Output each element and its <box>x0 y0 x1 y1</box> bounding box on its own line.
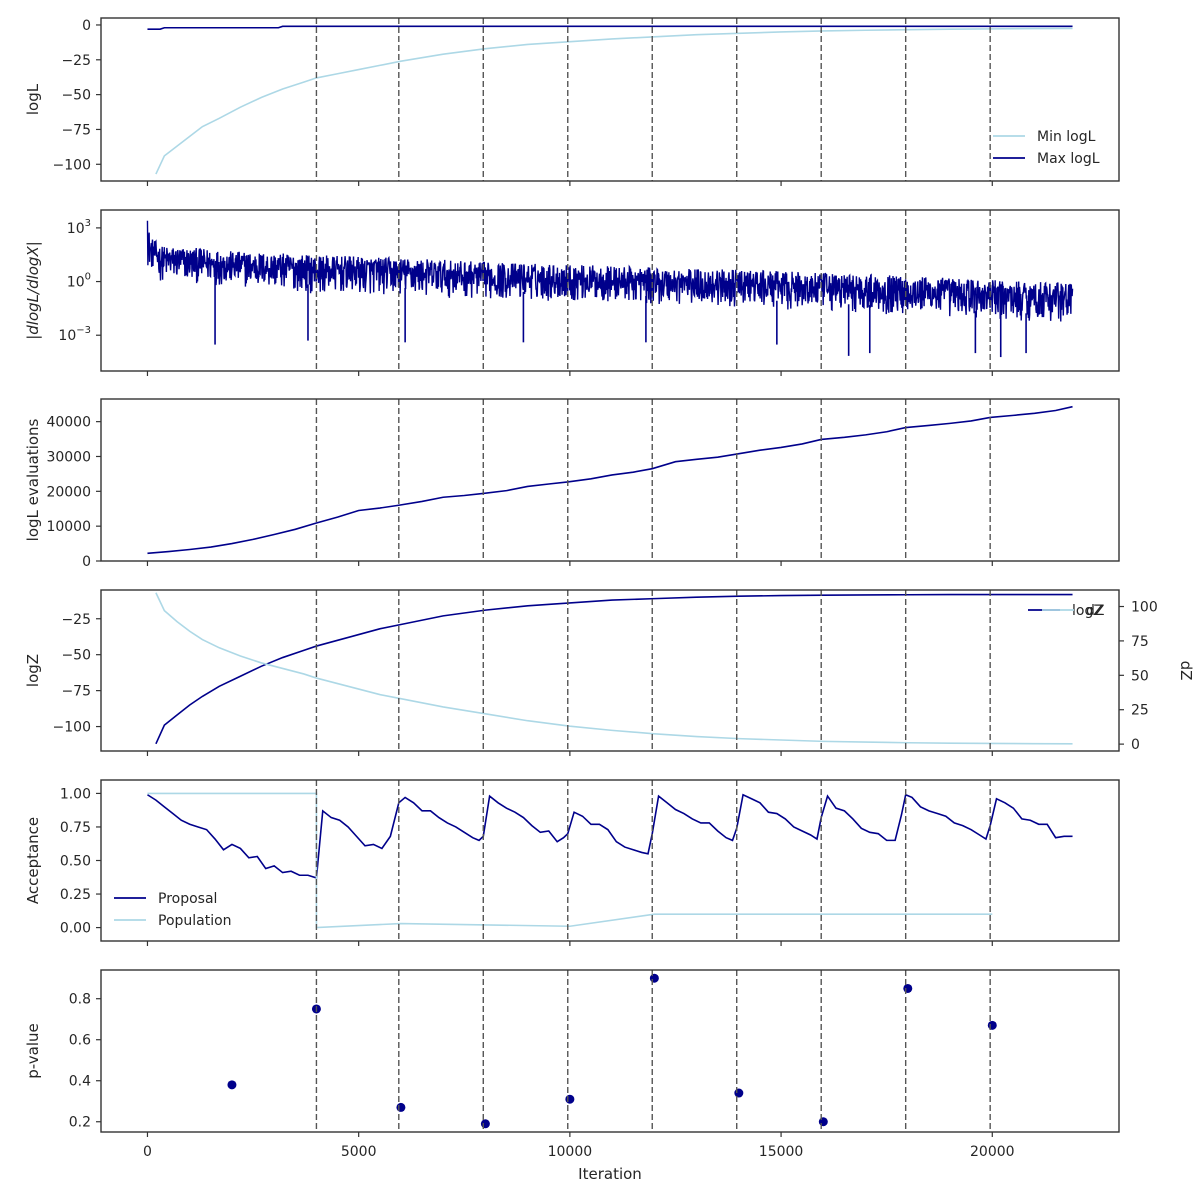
series-line <box>146 220 1074 322</box>
plot-area <box>227 973 997 1129</box>
y-tick-label: −100 <box>53 157 91 173</box>
y-tick-label: 10−3 <box>58 325 91 344</box>
legend: Proposal Population <box>114 891 232 929</box>
series-series-0-line <box>147 405 1073 555</box>
y-tick-label: 0.75 <box>60 820 91 836</box>
y2-tick-label: 50 <box>1131 668 1149 684</box>
y2-tick-label: 75 <box>1131 634 1149 650</box>
y-tick-label: −50 <box>61 88 91 104</box>
y-axis-label: logL evaluations <box>24 418 42 541</box>
data-point <box>565 1094 575 1104</box>
y-tick-label: 20000 <box>46 484 91 500</box>
panel-dlogl: 103 100 10−3 |dlogL/dlogX| <box>24 209 1120 376</box>
y-axis-label: logL <box>24 83 42 115</box>
legend-label: logZ <box>1072 603 1103 619</box>
plot-area <box>147 405 1073 555</box>
axes-frame <box>100 209 1120 372</box>
series-logz-line <box>155 593 1073 745</box>
plot-area <box>146 220 1074 358</box>
y2-tick-label: 0 <box>1131 737 1140 753</box>
data-point <box>480 1119 490 1129</box>
y-tick-label: 0.6 <box>69 1033 91 1049</box>
y-tick-label: 10000 <box>46 519 91 535</box>
x-tick-label: 5000 <box>341 1144 377 1160</box>
y-tick-label: 0.00 <box>60 921 91 937</box>
y-tick-label: 0.2 <box>69 1115 91 1131</box>
y-tick-label: −100 <box>53 720 91 736</box>
data-point <box>903 983 913 993</box>
plot-area <box>155 592 1073 745</box>
x-tick-label: 0 <box>143 1144 152 1160</box>
legend-label: Min logL <box>1037 129 1096 145</box>
y-tick-label: 103 <box>67 218 91 237</box>
panel-acceptance: 0.00 0.25 0.50 0.75 1.00 Acceptance Proposal Po… <box>24 779 1120 946</box>
legend: Min logL Max logL <box>993 129 1100 167</box>
y-tick-label: 30000 <box>46 449 91 465</box>
y-tick-label: −25 <box>61 53 91 69</box>
panels: 0 −25 −50 −75 −100 logL Min logL Max logL 103 100… <box>24 17 1195 1160</box>
plot-area <box>147 25 1073 175</box>
axes-frame <box>100 398 1120 562</box>
series-max-logl-line <box>147 25 1073 30</box>
y-tick-label: 40000 <box>46 415 91 431</box>
y2-tick-label: 25 <box>1131 703 1149 719</box>
plot-area <box>147 792 1073 929</box>
legend-label: Proposal <box>158 891 217 907</box>
legend-label: Population <box>158 913 232 929</box>
legend-label: Max logL <box>1037 151 1100 167</box>
axes-frame <box>100 17 1120 182</box>
y2-axis-label: dZ <box>1177 661 1195 681</box>
y-tick-label: 0.8 <box>69 992 91 1008</box>
data-point <box>818 1117 828 1127</box>
x-axis-label: Iteration <box>578 1165 642 1183</box>
y-tick-label: −25 <box>61 612 91 628</box>
data-point <box>987 1020 997 1030</box>
y-tick-label: 0.50 <box>60 854 91 870</box>
data-point <box>227 1080 237 1090</box>
series-population-line <box>147 792 993 929</box>
y-tick-label: 0 <box>82 554 91 570</box>
series-min-logl-line <box>155 27 1073 175</box>
data-point <box>649 973 659 983</box>
y-tick-label: −75 <box>61 122 91 138</box>
x-tick-label: 10000 <box>548 1144 593 1160</box>
y-tick-label: 0 <box>82 18 91 34</box>
data-point <box>396 1102 406 1112</box>
x-tick-label: 20000 <box>970 1144 1015 1160</box>
legend-label: dZ <box>1086 603 1104 619</box>
panel-logl: 0 −25 −50 −75 −100 logL Min logL Max logL <box>24 17 1120 186</box>
y-axis-label: Acceptance <box>24 817 42 904</box>
series-proposal-line <box>147 793 1073 880</box>
y-tick-label: −50 <box>61 648 91 664</box>
axes-frame <box>100 779 1120 942</box>
x-tick-label: 15000 <box>759 1144 804 1160</box>
y-tick-label: 100 <box>67 272 91 291</box>
y-axis-label: logZ <box>24 654 42 687</box>
axes-frame <box>100 589 1120 752</box>
y-tick-label: −75 <box>61 684 91 700</box>
panel-pvalue: 0 5000 10000 15000 20000 0.2 0.4 0.6 0.8 p-value <box>24 969 1120 1160</box>
y2-tick-label: 100 <box>1131 600 1158 616</box>
y-tick-label: 1.00 <box>60 786 91 802</box>
y-axis-label: |dlogL/dlogX| <box>24 241 42 340</box>
data-point <box>734 1088 744 1098</box>
y-tick-label: 0.4 <box>69 1074 91 1090</box>
axes-frame <box>100 969 1120 1133</box>
y-tick-label: 0.25 <box>60 887 91 903</box>
series-dz-line <box>155 592 1073 745</box>
y-axis-label: p-value <box>24 1023 42 1079</box>
